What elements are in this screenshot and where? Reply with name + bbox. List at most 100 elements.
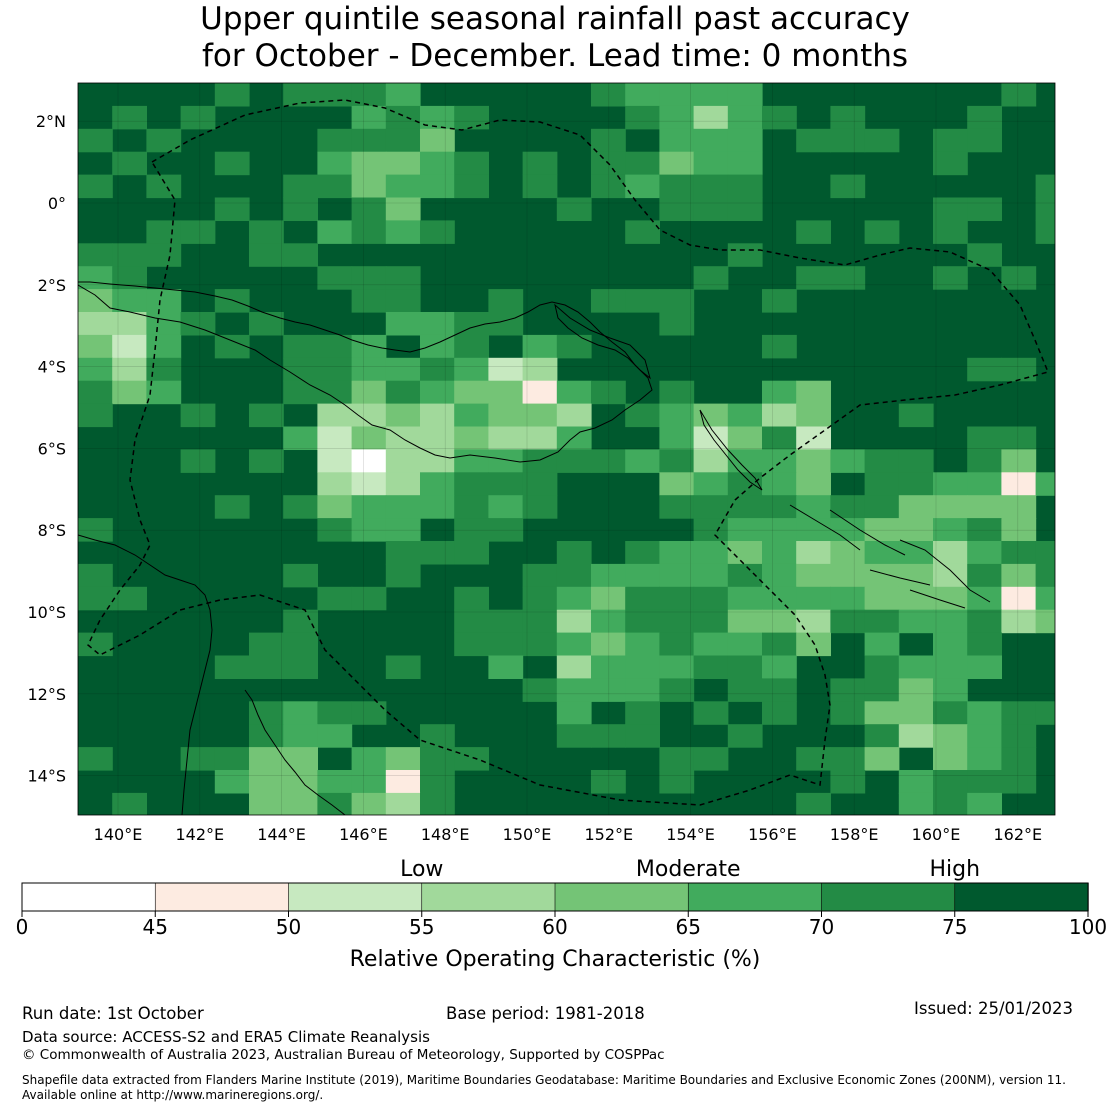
grid-cell (317, 426, 353, 450)
grid-cell (727, 449, 763, 473)
grid-cell (796, 609, 831, 634)
grid-cell (898, 792, 934, 815)
grid-cell (249, 632, 284, 657)
grid-cell (146, 289, 182, 313)
grid-cell (488, 357, 524, 382)
grid-cell (625, 541, 660, 565)
grid-cell (112, 586, 147, 611)
bougainville-coastline (699, 409, 763, 491)
grid-cell (385, 770, 421, 794)
latitude-tick-label: 2°N (36, 112, 66, 131)
grid-cell (317, 770, 353, 794)
colorbar-segment (954, 882, 1089, 912)
grid-cell (249, 403, 284, 428)
colorbar-segment (687, 882, 823, 912)
grid-cell (112, 243, 147, 267)
grid-cell (385, 197, 421, 221)
grid-cell (488, 449, 524, 473)
grid-cell (283, 426, 318, 450)
grid-cell (420, 128, 455, 153)
grid-cell (488, 403, 524, 428)
grid-cell (556, 197, 592, 221)
grid-cell (1035, 563, 1055, 588)
grid-cell (283, 747, 318, 771)
grid-cell (796, 747, 831, 771)
grid-cell (385, 289, 421, 313)
grid-cell (317, 220, 353, 244)
grid-cell (146, 128, 182, 153)
grid-cell (967, 701, 1002, 725)
grid-cell (898, 541, 934, 565)
grid-cell (591, 174, 626, 199)
grid-cell (283, 701, 318, 725)
grid-cell (898, 586, 934, 611)
grid-cell (420, 174, 455, 199)
grid-cell (933, 770, 968, 794)
grid-cell (625, 151, 660, 176)
grid-cell (898, 449, 934, 473)
grid-cell (898, 472, 934, 496)
grid-cell (317, 701, 353, 725)
latitude-tick-label: 4°S (38, 358, 66, 377)
grid-cell (864, 495, 900, 519)
grid-cell (78, 563, 113, 588)
colorbar-tick-label: 65 (676, 915, 701, 939)
grid-cell (214, 655, 250, 679)
grid-cell (933, 197, 968, 221)
grid-cell (830, 563, 866, 588)
grid-cell (967, 770, 1002, 794)
grid-cell (693, 105, 729, 130)
grid-cell (898, 770, 934, 794)
grid-cell (420, 541, 455, 565)
grid-cell (385, 380, 421, 405)
grid-cell (78, 403, 113, 428)
grid-cell (214, 151, 250, 176)
grid-cell (830, 495, 866, 519)
longitude-tick-labels: 140°E 142°E 144°E 146°E 148°E 150°E 152°E 154°E… (94, 825, 1042, 844)
grid-cell (112, 312, 147, 336)
grid-cell (454, 747, 489, 771)
grid-cell (1001, 472, 1037, 496)
grid-cell (864, 747, 900, 771)
grid-cell (727, 403, 763, 428)
grid-cell (454, 151, 489, 176)
grid-cell (146, 380, 182, 405)
grid-cell (933, 151, 968, 176)
grid-cell (146, 334, 182, 359)
grid-cell (112, 151, 147, 176)
grid-cell (625, 632, 660, 657)
grid-cell (385, 747, 421, 771)
grid-cell (898, 609, 934, 634)
grid-cell (762, 380, 797, 405)
grid-cell (420, 747, 455, 771)
grid-cell (522, 609, 558, 634)
grid-cell (591, 724, 626, 748)
grid-cell (214, 334, 250, 359)
grid-cell (625, 403, 660, 428)
grid-cell (180, 312, 216, 336)
grid-cell (78, 312, 113, 336)
latitude-tick-labels: 2°N 0° 2°S 4°S 6°S 8°S 10°S 12°S 14°S (27, 112, 66, 785)
grid-cell (1035, 174, 1055, 199)
grid-cell (659, 678, 695, 702)
grid-cell (420, 220, 455, 244)
grid-cell (830, 174, 866, 199)
grid-cell (898, 724, 934, 748)
grid-cell (830, 449, 866, 473)
grid-cell (659, 563, 695, 588)
grid-cell (830, 541, 866, 565)
colorbar-tick-label: 70 (809, 915, 834, 939)
grid-cell (556, 449, 592, 473)
grid-cell (967, 609, 1002, 634)
grid-cell (625, 724, 660, 748)
grid-cell (693, 266, 729, 290)
grid-cell (385, 403, 421, 428)
grid-cell (522, 426, 558, 450)
grid-cell (727, 518, 763, 542)
grid-cell (659, 151, 695, 176)
grid-cell (762, 403, 797, 428)
grid-cell (625, 563, 660, 588)
grid-cell (659, 128, 695, 153)
grid-cell (727, 724, 763, 748)
